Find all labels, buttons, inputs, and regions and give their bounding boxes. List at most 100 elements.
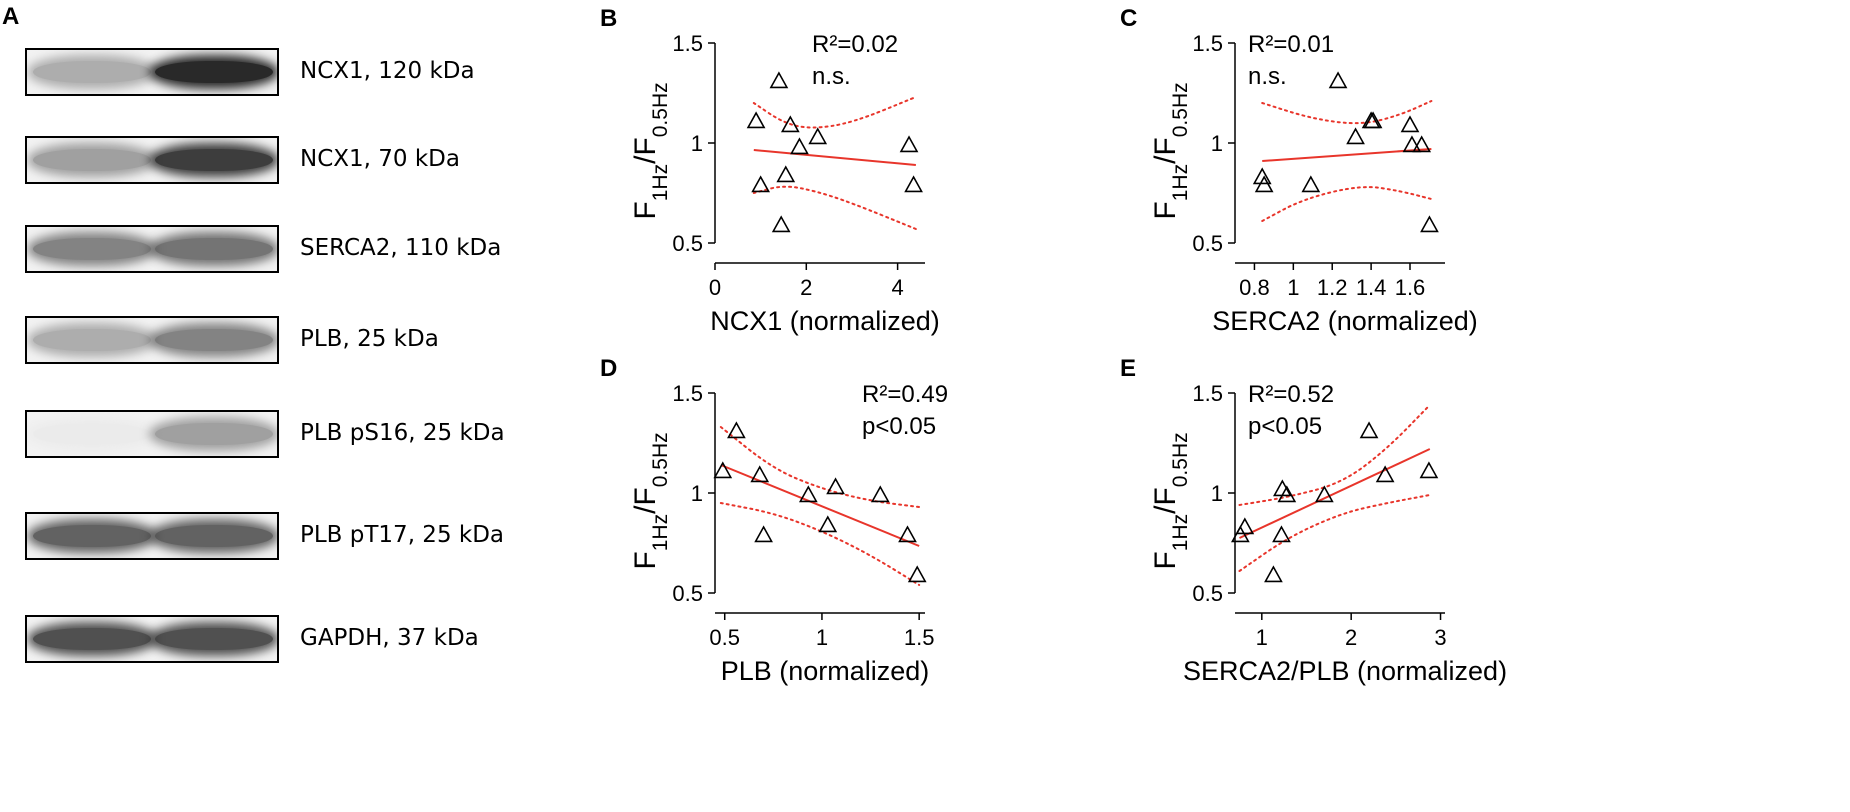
ci-lower-curve xyxy=(1261,186,1433,222)
blot-strip xyxy=(25,512,279,560)
y-axis-label-part: 0.5Hz xyxy=(1169,82,1192,137)
data-point xyxy=(1375,465,1395,483)
data-point xyxy=(1277,485,1297,503)
regression-line xyxy=(720,464,920,547)
stat-r-squared: R²=0.49 xyxy=(862,381,948,408)
y-tick-label: 1 xyxy=(691,481,703,506)
blot-band xyxy=(155,61,273,83)
data-point xyxy=(798,485,818,503)
blot-strip xyxy=(25,136,279,184)
y-axis-label-part: /F xyxy=(1149,137,1182,164)
data-point xyxy=(907,565,927,583)
blot-strip xyxy=(25,48,279,96)
data-point xyxy=(904,175,923,193)
x-axis-label: SERCA2 (normalized) xyxy=(1212,306,1478,336)
y-axis-label-part: /F xyxy=(1149,487,1182,514)
data-point xyxy=(1315,485,1334,503)
blot-band xyxy=(33,61,151,83)
data-point xyxy=(1272,525,1291,543)
data-point xyxy=(750,465,770,483)
x-tick-label: 1.6 xyxy=(1395,275,1426,300)
data-point xyxy=(771,215,791,233)
panel-letter: D xyxy=(600,355,617,382)
scatter-plot-serca2-plb: E 0.5 1 1.5 1 2 3 SERCA2/PLB (normalized) F1Hz/F… xyxy=(1120,355,1507,686)
regression-line xyxy=(1262,148,1432,162)
data-point xyxy=(808,127,828,145)
stat-p-value: n.s. xyxy=(1248,63,1287,90)
y-axis-label: F1Hz/F0.5Hz xyxy=(629,432,672,569)
blot-label: SERCA2, 110 kDa xyxy=(300,235,502,261)
data-point xyxy=(870,485,890,503)
blot-band xyxy=(155,525,273,547)
ci-lower-curve xyxy=(752,185,917,230)
y-tick-label: 1.5 xyxy=(1192,31,1223,56)
data-point xyxy=(776,165,796,183)
blot-band xyxy=(33,628,151,650)
y-tick-label: 0.5 xyxy=(1192,231,1223,256)
data-point xyxy=(1301,175,1321,193)
blot-band xyxy=(33,329,151,351)
blot-label: NCX1, 120 kDa xyxy=(300,58,475,84)
x-tick-label: 1 xyxy=(1287,275,1299,300)
blot-label: GAPDH, 37 kDa xyxy=(300,625,479,651)
y-axis-label-part: F xyxy=(1149,551,1182,569)
stat-p-value: p<0.05 xyxy=(1248,413,1322,440)
panel-a-letter: A xyxy=(2,3,20,30)
y-axis-label-part: /F xyxy=(629,137,662,164)
data-point xyxy=(899,135,919,153)
ci-upper-curve xyxy=(719,426,921,508)
y-axis-label-part: F xyxy=(1149,201,1182,219)
y-axis-label-part: 0.5Hz xyxy=(649,82,672,137)
y-axis-label: F1Hz/F0.5Hz xyxy=(629,82,672,219)
scatter-plot-plb: D 0.5 1 1.5 0.5 1 1.5 PLB (normalized) F1Hz/F0.5… xyxy=(600,355,948,686)
x-tick-label: 1 xyxy=(1256,625,1268,650)
blot-band xyxy=(155,628,273,650)
blot-label: PLB, 25 kDa xyxy=(300,326,439,352)
scatter-plot-ncx1: B 0.5 1 1.5 0 2 4 NCX1 (normalized) F1Hz/F0.5Hz R… xyxy=(600,5,940,336)
x-axis-label: PLB (normalized) xyxy=(721,656,930,686)
data-point xyxy=(1346,127,1365,145)
y-tick-label: 0.5 xyxy=(672,231,703,256)
y-axis-label: F1Hz/F0.5Hz xyxy=(1149,432,1192,569)
x-tick-label: 0 xyxy=(709,275,721,300)
data-point xyxy=(1412,135,1432,153)
y-axis-label-part: 1Hz xyxy=(1169,514,1192,551)
x-tick-label: 4 xyxy=(891,275,903,300)
y-tick-label: 1.5 xyxy=(1192,381,1223,406)
y-axis-label-part: 0.5Hz xyxy=(1169,432,1192,487)
x-axis-label: SERCA2/PLB (normalized) xyxy=(1183,656,1507,686)
blot-band xyxy=(155,149,273,171)
stat-r-squared: R²=0.01 xyxy=(1248,31,1334,58)
ci-lower-curve xyxy=(719,502,921,586)
x-tick-label: 0.8 xyxy=(1239,275,1270,300)
data-point xyxy=(780,115,800,133)
regression-line xyxy=(1239,448,1431,539)
y-tick-label: 0.5 xyxy=(1192,581,1223,606)
blot-strip xyxy=(25,225,279,273)
panel-letter: C xyxy=(1120,5,1137,32)
blot-strip xyxy=(25,615,279,663)
data-point xyxy=(1402,135,1422,153)
data-point xyxy=(751,175,771,193)
blot-band xyxy=(155,329,273,351)
ci-upper-curve xyxy=(1261,100,1433,125)
data-point xyxy=(818,515,838,533)
data-point xyxy=(1363,111,1383,129)
blot-label: NCX1, 70 kDa xyxy=(300,146,460,172)
y-tick-label: 1 xyxy=(1211,481,1223,506)
y-tick-label: 1.5 xyxy=(672,381,703,406)
panel-letter: B xyxy=(600,5,617,32)
y-tick-label: 1 xyxy=(691,131,703,156)
data-point xyxy=(1419,461,1439,479)
y-axis-label-part: F xyxy=(629,201,662,219)
stat-r-squared: R²=0.52 xyxy=(1248,381,1334,408)
ci-lower-curve xyxy=(1238,494,1431,572)
y-tick-label: 1.5 xyxy=(672,31,703,56)
data-point xyxy=(1328,71,1348,89)
x-tick-label: 1.4 xyxy=(1356,275,1387,300)
y-axis-label: F1Hz/F0.5Hz xyxy=(1149,82,1192,219)
data-point xyxy=(1359,421,1379,439)
blot-band xyxy=(33,149,151,171)
stat-p-value: n.s. xyxy=(812,63,851,90)
data-point xyxy=(1264,565,1283,583)
